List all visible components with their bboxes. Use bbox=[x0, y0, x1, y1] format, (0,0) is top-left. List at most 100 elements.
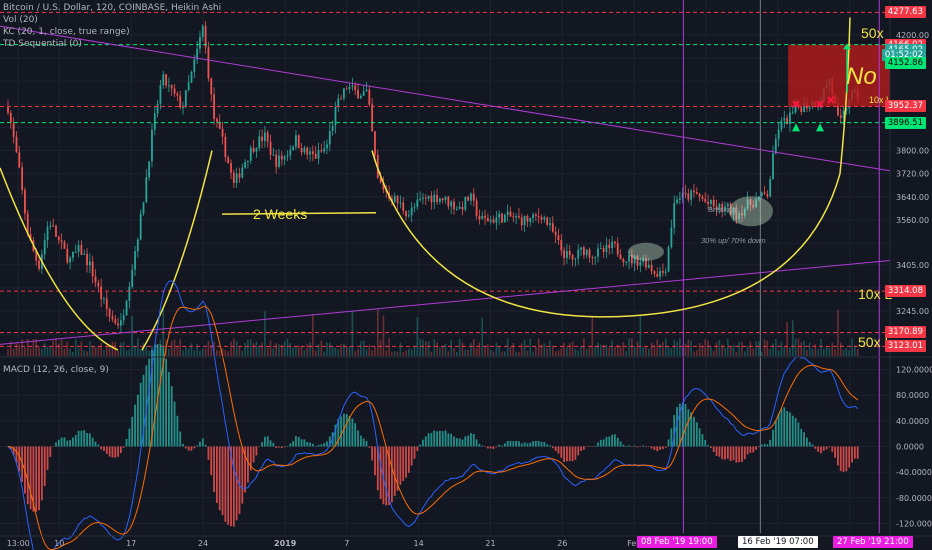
macd-histogram-bar bbox=[249, 446, 252, 471]
macd-histogram-bar bbox=[808, 442, 811, 447]
macd-histogram-bar bbox=[433, 430, 436, 447]
macd-histogram-bar bbox=[822, 446, 825, 451]
candle-body bbox=[275, 154, 278, 167]
macd-histogram-bar bbox=[292, 440, 295, 447]
volume-bar bbox=[546, 348, 548, 356]
macd-histogram-bar bbox=[300, 439, 303, 447]
volume-bar bbox=[247, 339, 249, 356]
symbol-title[interactable]: Bitcoin / U.S. Dollar, 120, COINBASE, He… bbox=[3, 3, 222, 13]
keltner-indicator-label[interactable]: KC (20, 1, close, true range) bbox=[3, 27, 130, 37]
volume-bar bbox=[594, 346, 596, 356]
volume-bar bbox=[111, 341, 114, 356]
macd-histogram-bar bbox=[837, 446, 839, 466]
td-sequential-indicator-label[interactable]: TD Sequential (0) bbox=[3, 39, 82, 49]
candle-body bbox=[789, 112, 791, 125]
volume-bar bbox=[673, 339, 676, 356]
macd-histogram-bar bbox=[825, 446, 828, 450]
macd-histogram-bar bbox=[639, 446, 642, 448]
macd-histogram-bar bbox=[484, 446, 486, 447]
candle-body bbox=[63, 242, 66, 249]
volume-bar bbox=[464, 349, 467, 356]
volume-bar bbox=[122, 341, 125, 356]
candle-body bbox=[139, 213, 142, 240]
macd-histogram-bar bbox=[402, 446, 405, 481]
volume-bar bbox=[667, 345, 670, 356]
volume-bar bbox=[856, 348, 859, 356]
macd-histogram-bar bbox=[540, 441, 543, 447]
volume-bar bbox=[221, 348, 224, 356]
volume-bar bbox=[608, 347, 611, 356]
volume-bar bbox=[89, 341, 91, 356]
macd-histogram-bar bbox=[382, 446, 385, 505]
volume-bar bbox=[509, 346, 512, 356]
macd-legend[interactable]: MACD (12, 26, close, 9) bbox=[3, 365, 109, 375]
candle-body bbox=[712, 199, 715, 207]
volume-bar bbox=[35, 339, 38, 356]
volume-bar bbox=[185, 346, 187, 356]
macd-histogram-bar bbox=[470, 433, 472, 447]
macd-histogram-bar bbox=[117, 446, 119, 457]
volume-bar bbox=[405, 350, 407, 356]
volume-bar bbox=[213, 341, 215, 356]
volume-bar bbox=[834, 349, 836, 356]
volume-indicator-label[interactable]: Vol (20) bbox=[3, 15, 38, 25]
volume-bar bbox=[297, 345, 300, 356]
candle-body bbox=[611, 241, 613, 249]
macd-histogram-bar bbox=[447, 433, 450, 447]
ten-x-top-label: 10x L bbox=[869, 95, 891, 105]
macd-histogram-bar bbox=[560, 446, 563, 458]
candle-body bbox=[743, 208, 746, 216]
macd-histogram-bar bbox=[258, 446, 261, 447]
volume-bar bbox=[585, 349, 588, 356]
candle-body bbox=[769, 179, 772, 197]
macd-histogram-bar bbox=[726, 446, 729, 459]
candle-body bbox=[286, 155, 289, 157]
macd-histogram-bar bbox=[204, 444, 207, 447]
volume-bar bbox=[854, 345, 856, 356]
macd-histogram-bar bbox=[848, 446, 851, 468]
candle-body bbox=[721, 203, 724, 211]
macd-histogram-bar bbox=[184, 446, 187, 449]
macd-histogram-bar bbox=[721, 446, 724, 460]
candle-body bbox=[687, 193, 690, 200]
candle-body bbox=[557, 235, 560, 241]
candle-body bbox=[218, 121, 221, 129]
volume-bar bbox=[196, 343, 198, 356]
candle-body bbox=[156, 103, 159, 114]
candle-body bbox=[664, 271, 667, 273]
macd-histogram-bar bbox=[780, 408, 783, 447]
candle-body bbox=[616, 243, 619, 255]
volume-bar bbox=[100, 343, 102, 356]
volume-bar bbox=[526, 350, 529, 356]
left-cup-curve bbox=[0, 167, 119, 351]
candle-body bbox=[839, 115, 842, 119]
volume-bar bbox=[399, 342, 402, 356]
candle-body bbox=[529, 218, 532, 222]
volume-bar bbox=[701, 346, 704, 356]
macd-histogram-bar bbox=[283, 446, 286, 448]
macd-histogram-bar bbox=[187, 446, 190, 451]
volume-bar bbox=[472, 338, 475, 356]
candle-body bbox=[698, 194, 701, 197]
volume-bar bbox=[320, 340, 323, 356]
volume-bar bbox=[58, 343, 60, 356]
macd-histogram-bar bbox=[549, 445, 551, 447]
macd-histogram-bar bbox=[77, 430, 80, 447]
candle-body bbox=[399, 202, 402, 204]
macd-histogram-bar bbox=[399, 446, 402, 485]
macd-histogram-bar bbox=[21, 446, 24, 483]
candle-body bbox=[636, 256, 639, 266]
volume-bars bbox=[7, 308, 859, 356]
candle-body bbox=[91, 261, 94, 277]
volume-bar bbox=[106, 345, 108, 356]
macd-histogram-bar bbox=[486, 446, 489, 449]
volume-bar bbox=[148, 350, 150, 356]
candle-body bbox=[46, 226, 49, 241]
macd-histogram-bar bbox=[74, 434, 77, 447]
macd-histogram-bar bbox=[828, 446, 831, 448]
candle-body bbox=[297, 135, 300, 148]
macd-histogram-bar bbox=[464, 436, 467, 447]
candle-body bbox=[100, 286, 103, 300]
candle-body bbox=[136, 239, 139, 252]
